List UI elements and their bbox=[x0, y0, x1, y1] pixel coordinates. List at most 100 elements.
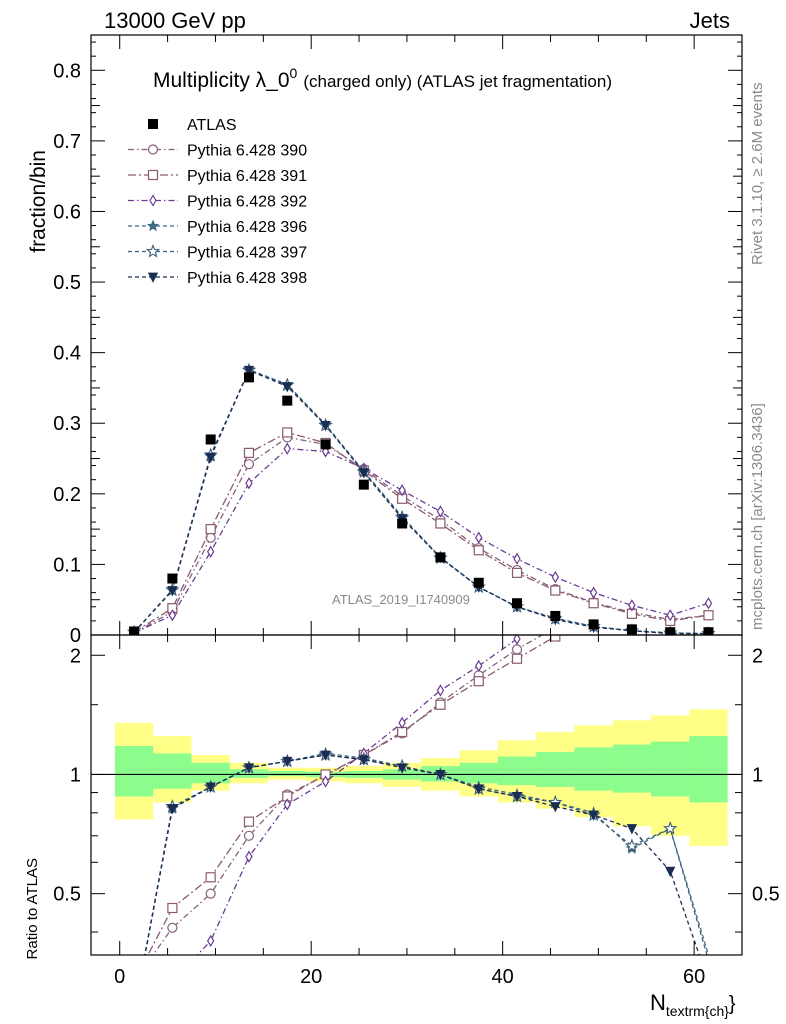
ratio-series-point bbox=[663, 821, 678, 835]
ratio-series-point bbox=[624, 838, 640, 853]
series-point bbox=[168, 609, 177, 622]
ratio-series-line bbox=[196, 638, 518, 955]
x-tick-label: 0 bbox=[114, 966, 125, 988]
ratio-series-point bbox=[358, 755, 369, 766]
x-axis-label-sub: textrm{ch} bbox=[666, 1003, 729, 1019]
reference-atlas bbox=[129, 372, 714, 635]
side-label-rivet: Rivet 3.1.10, ≥ 2.6M events bbox=[749, 83, 766, 266]
reference-point bbox=[358, 479, 369, 490]
series-point bbox=[666, 609, 674, 622]
reference-point bbox=[626, 624, 637, 635]
ratio-plot-frame bbox=[90, 634, 743, 956]
y-tick-label: 0.5 bbox=[53, 272, 81, 294]
series-point bbox=[475, 531, 483, 544]
reference-point bbox=[550, 610, 561, 621]
series-point bbox=[628, 599, 636, 612]
ratio-series-point bbox=[321, 775, 330, 788]
series-point bbox=[550, 585, 561, 596]
ratio-series-point bbox=[435, 699, 446, 710]
ratio-series-point bbox=[511, 792, 523, 803]
ratio-series-1 bbox=[152, 635, 544, 955]
band-green-bin bbox=[229, 769, 269, 778]
legend-entry: Pythia 6.428 390 bbox=[128, 143, 307, 160]
band-green-bin bbox=[153, 753, 192, 789]
reference-point bbox=[320, 439, 331, 450]
ratio-series-point bbox=[435, 770, 446, 781]
ratio-series-point bbox=[511, 653, 523, 664]
legend-label: Pythia 6.428 392 bbox=[187, 194, 307, 211]
legend-label: Pythia 6.428 391 bbox=[187, 168, 307, 185]
ratio-series-point bbox=[283, 798, 291, 811]
header-left: 13000 GeV pp bbox=[104, 8, 246, 33]
ratio-series-point bbox=[205, 782, 216, 793]
series-point bbox=[703, 610, 714, 621]
series-point bbox=[435, 518, 446, 529]
band-green-bin bbox=[459, 762, 498, 784]
chart-title-rest: (charged only) (ATLAS jet fragmentation) bbox=[303, 72, 612, 91]
series-point bbox=[704, 597, 713, 610]
series-point bbox=[282, 382, 293, 393]
ratio-y-tick-label-right: 0.5 bbox=[752, 884, 780, 906]
series-point bbox=[205, 452, 216, 464]
x-axis-label-main: N bbox=[650, 990, 666, 1015]
ratio-y-tick-label: 2 bbox=[70, 645, 81, 667]
ratio-series-point bbox=[243, 816, 255, 827]
ratio-series-point bbox=[626, 824, 638, 835]
ratio-series-point bbox=[205, 872, 216, 883]
ratio-y-tick-label: 1 bbox=[70, 764, 81, 786]
reference-point bbox=[243, 372, 254, 383]
series-point bbox=[167, 586, 178, 597]
series-point bbox=[589, 586, 598, 599]
ratio-y-tick-label-right: 1 bbox=[752, 764, 763, 786]
series-line bbox=[133, 436, 709, 634]
y-tick-label: 0.2 bbox=[53, 484, 81, 506]
band-green-bin bbox=[497, 756, 537, 786]
ratio-series-line bbox=[144, 754, 700, 955]
ratio-series-point bbox=[588, 810, 599, 821]
ratio-series-point bbox=[206, 934, 215, 948]
side-label-mcplots: mcplots.cern.ch [arXiv:1306.3436] bbox=[749, 403, 766, 630]
legend-label: Pythia 6.428 397 bbox=[187, 245, 307, 262]
ratio-series-point bbox=[473, 784, 484, 795]
reference-point bbox=[205, 434, 216, 445]
legend-label: Pythia 6.428 396 bbox=[187, 219, 307, 236]
ratio-series-point bbox=[205, 888, 216, 899]
ratio-series-point bbox=[550, 802, 561, 813]
legend-entry: Pythia 6.428 398 bbox=[128, 270, 307, 287]
legend-marker bbox=[147, 169, 159, 181]
ratio-series-point bbox=[436, 684, 445, 697]
legend-marker bbox=[149, 194, 157, 207]
ratio-series-2 bbox=[147, 635, 561, 955]
band-green-bin bbox=[651, 741, 690, 797]
y-tick-label: 0.4 bbox=[53, 343, 81, 365]
main-plot-series bbox=[126, 362, 716, 635]
ratio-series-point bbox=[167, 922, 178, 933]
ratio-y-tick-label: 0.5 bbox=[53, 884, 81, 906]
series-point bbox=[245, 477, 253, 490]
legend-label: Pythia 6.428 390 bbox=[187, 143, 307, 160]
series-point bbox=[205, 524, 216, 535]
ratio-series-point bbox=[245, 850, 253, 863]
reference-point bbox=[512, 598, 523, 609]
band-green-bin bbox=[268, 771, 307, 777]
reference-point bbox=[397, 518, 408, 529]
series-point bbox=[243, 365, 255, 377]
reference-point bbox=[588, 619, 599, 630]
ratio-series-point bbox=[550, 635, 561, 642]
x-axis-label: Ntextrm{ch}} bbox=[650, 990, 736, 1019]
legend-entry: Pythia 6.428 392 bbox=[128, 194, 307, 211]
ratio-series-point bbox=[282, 756, 293, 768]
band-green-bin bbox=[612, 744, 652, 793]
x-axis-label-tail: } bbox=[729, 993, 736, 1015]
legend-entry: Pythia 6.428 397 bbox=[128, 243, 307, 262]
reference-point bbox=[703, 627, 714, 635]
ratio-series-point bbox=[398, 716, 406, 730]
ratio-series-line bbox=[147, 635, 556, 955]
ratio-series-point bbox=[475, 659, 483, 673]
band-green-bin bbox=[114, 745, 154, 797]
legend-label: Pythia 6.428 398 bbox=[187, 270, 307, 287]
reference-point bbox=[665, 627, 676, 635]
series-point bbox=[320, 420, 331, 432]
legend-entry: Pythia 6.428 391 bbox=[128, 168, 307, 185]
